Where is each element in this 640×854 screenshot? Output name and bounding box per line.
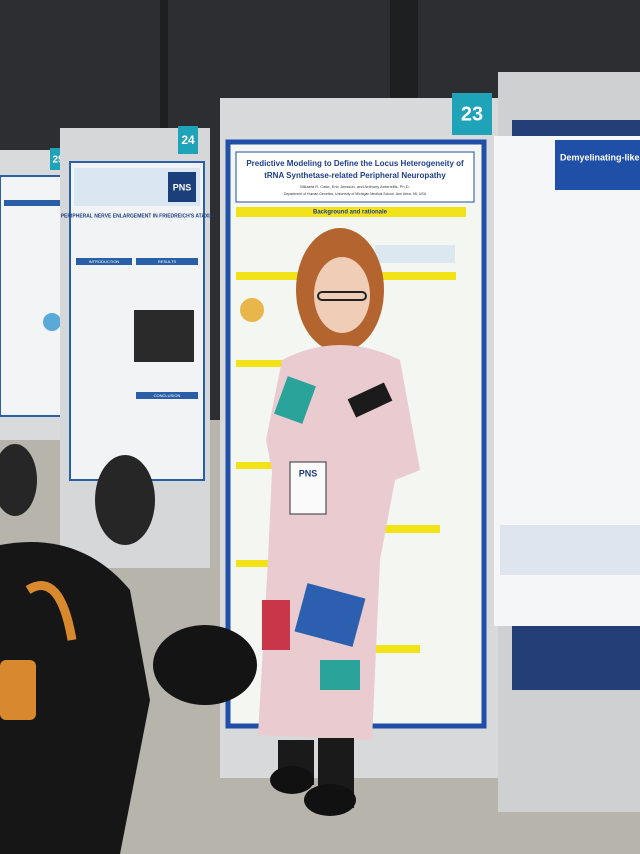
face <box>314 257 370 333</box>
poster-title: Predictive Modeling to Define the Locus … <box>246 159 464 168</box>
section-bar <box>370 645 420 653</box>
board-number: 23 <box>461 103 483 125</box>
section-bar <box>136 392 198 399</box>
boot-toe <box>270 766 314 794</box>
poster-title: Demyelinating-like C <box>560 152 640 162</box>
glasses <box>317 291 367 301</box>
board-number: 24 <box>181 133 195 147</box>
section-title: RESULTS <box>158 259 176 264</box>
bag <box>153 625 257 705</box>
poster-title: PERIPHERAL NERVE ENLARGEMENT IN FRIEDREI… <box>61 213 214 219</box>
poster-header <box>235 151 475 203</box>
logo: PNS <box>173 182 192 192</box>
dress-pattern <box>294 583 366 647</box>
section-bar <box>236 560 276 567</box>
poster-image <box>134 310 194 362</box>
dress-pattern <box>262 600 290 650</box>
section-bar <box>236 207 466 217</box>
backpack-strap <box>0 660 36 720</box>
dress <box>258 345 420 740</box>
section-title: Background and rationale <box>313 210 388 216</box>
pillar <box>390 0 418 110</box>
section-bar <box>236 360 316 367</box>
poster-figure <box>375 245 455 263</box>
bag <box>95 455 155 545</box>
poster-box <box>500 525 640 575</box>
poster-affiliation: Department of Human Genetics, University… <box>284 192 427 196</box>
section-bar <box>76 258 132 265</box>
board-number-tag <box>452 93 492 135</box>
poster-authors: Mikaela R. Case, Eric Jonsson, and Antho… <box>300 184 409 189</box>
section-bar <box>236 462 306 469</box>
section-title: CONCLUSION <box>154 393 181 398</box>
poster-figure <box>240 298 264 322</box>
board-number-tag <box>178 126 198 154</box>
poster-title: tRNA Synthetase-related Peripheral Neuro… <box>264 171 446 180</box>
section-bar <box>380 525 440 533</box>
badge-logo: PNS <box>299 468 318 478</box>
boot-toe <box>304 784 356 816</box>
logo-box <box>168 172 196 202</box>
dress-pattern <box>347 382 393 418</box>
board-number: 25 <box>52 155 64 166</box>
dress-pattern <box>320 660 360 690</box>
poster-band <box>4 200 70 206</box>
dress-pattern <box>274 376 316 424</box>
poster-header <box>555 140 640 190</box>
poster-chart <box>43 313 61 331</box>
bag <box>0 444 37 516</box>
backpack <box>0 542 150 854</box>
badge <box>289 461 327 515</box>
section-bar <box>136 258 198 265</box>
backpack-handle <box>25 581 77 641</box>
section-title: INTRODUCTION <box>89 259 120 264</box>
